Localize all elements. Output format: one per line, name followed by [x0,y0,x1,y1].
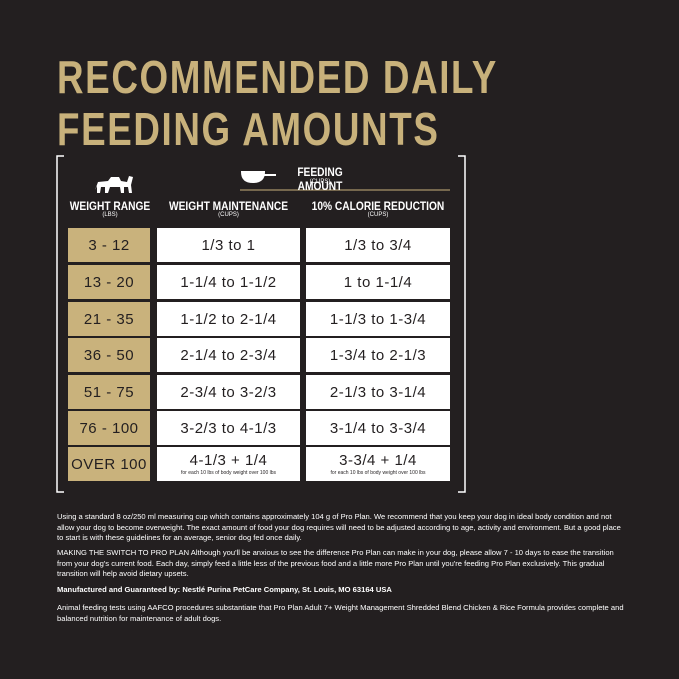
amount-text: 2-1/4 to 2-3/4 [180,346,277,364]
amount-text: 1-1/3 to 1-3/4 [329,310,427,328]
group-header: FEEDING AMOUNT [297,165,343,193]
feeding-amount: 1-1/2 to 2-1/4 [157,302,300,336]
feeding-amount: 1/3 to 3/4 [306,228,450,262]
column-unit: (CUPS) [218,212,239,218]
footnote: Manufactured and Guaranteed by: Nestlé P… [57,585,392,594]
amount-text: 1 to 1-1/4 [343,273,413,291]
feeding-amount: 3-1/4 to 3-3/4 [306,411,450,445]
column-unit: (CUPS) [367,212,389,218]
weight-range: 76 - 100 [68,411,150,445]
column-header: WEIGHT RANGE [69,199,151,213]
column-unit: (LBS) [102,212,118,218]
footnote: MAKING THE SWITCH TO PRO PLAN Although y… [57,548,614,578]
group-unit: (CUPS) [309,179,331,185]
amount-text: 1/3 to 3/4 [344,236,412,254]
feeding-amount: 1-1/4 to 1-1/2 [157,265,300,299]
amount-text: 1/3 to 1 [201,236,256,254]
amount-text: 3-2/3 to 4-1/3 [180,419,277,437]
feeding-amount: 3-3/4 + 1/4 for each 10 lbs of body weigh… [306,447,450,481]
amount-text: 3-3/4 + 1/4 [339,452,417,469]
feeding-amount: 1-1/3 to 1-3/4 [306,302,450,336]
weight-range: 51 - 75 [68,375,150,409]
feeding-amount: 3-2/3 to 4-1/3 [157,411,300,445]
feeding-amount: 1 to 1-1/4 [306,265,450,299]
title-line: RECOMMENDED DAILY [57,51,498,103]
feeding-amount: 1/3 to 1 [157,228,300,262]
amount-text: 4-1/3 + 1/4 [189,452,268,469]
footnote: Animal feeding tests using AAFCO procedu… [57,603,624,623]
weight-range: 36 - 50 [68,338,150,372]
column-header: 10% CALORIE REDUCTION [311,199,445,213]
column-header: WEIGHT MAINTENANCE [169,199,288,213]
amount-text: 1-3/4 to 2-1/3 [329,346,427,364]
amount-text: 1-1/4 to 1-1/2 [180,273,277,291]
feeding-amount: 2-3/4 to 3-2/3 [157,375,300,409]
amount-text: 3-1/4 to 3-3/4 [329,419,427,437]
amount-text: 1-1/2 to 2-1/4 [180,310,277,328]
weight-range: 13 - 20 [68,265,150,299]
title-line: FEEDING AMOUNTS [57,103,440,155]
weight-range: 3 - 12 [68,228,150,262]
weight-range: 21 - 35 [68,302,150,336]
amount-text: 2-1/3 to 3-1/4 [329,383,427,401]
weight-range: OVER 100 [68,447,150,481]
amount-note: for each 10 lbs of body weight over 100 … [330,470,426,476]
amount-text: 2-3/4 to 3-2/3 [180,383,277,401]
feeding-amount: 2-1/3 to 3-1/4 [306,375,450,409]
amount-note: for each 10 lbs of body weight over 100 … [180,470,277,476]
footnote: Using a standard 8 oz/250 ml measuring c… [57,512,621,542]
feeding-amount: 2-1/4 to 2-3/4 [157,338,300,372]
feeding-amount: 4-1/3 + 1/4 for each 10 lbs of body weigh… [157,447,300,481]
feeding-amount: 1-3/4 to 2-1/3 [306,338,450,372]
